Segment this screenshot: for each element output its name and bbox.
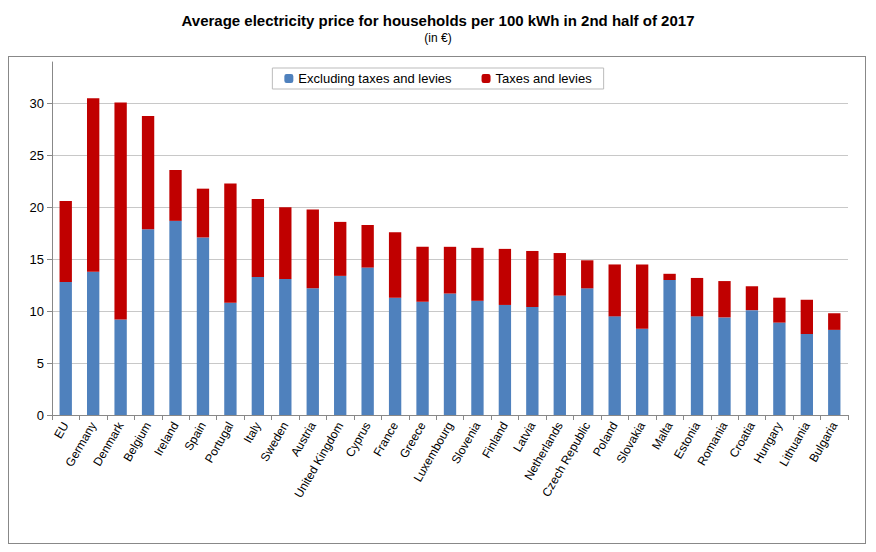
svg-text:Hungary: Hungary	[750, 419, 786, 466]
svg-text:25: 25	[30, 148, 44, 163]
svg-text:France: France	[370, 419, 402, 459]
svg-text:Slovenia: Slovenia	[448, 419, 483, 466]
svg-text:Bulgaria: Bulgaria	[806, 419, 840, 464]
svg-text:Cyprus: Cyprus	[343, 419, 374, 459]
svg-text:Portugal: Portugal	[202, 419, 236, 465]
svg-text:Taxes and levies: Taxes and levies	[496, 71, 593, 86]
svg-text:(in €): (in €)	[424, 31, 451, 45]
svg-text:Spain: Spain	[182, 419, 209, 453]
svg-text:Greece: Greece	[396, 419, 429, 461]
svg-text:Luxembourg: Luxembourg	[411, 419, 456, 484]
svg-text:Latvia: Latvia	[510, 419, 538, 454]
svg-text:5: 5	[37, 356, 44, 371]
svg-text:Netherlands: Netherlands	[521, 419, 566, 483]
svg-text:Sweden: Sweden	[258, 419, 292, 464]
svg-text:Czech Republic: Czech Republic	[539, 419, 593, 499]
svg-text:Croatia: Croatia	[726, 419, 758, 460]
svg-text:Denmark: Denmark	[90, 419, 127, 469]
svg-text:Finland: Finland	[479, 419, 511, 460]
svg-text:10: 10	[30, 304, 44, 319]
svg-text:EU: EU	[51, 419, 71, 440]
svg-text:20: 20	[30, 200, 44, 215]
svg-text:15: 15	[30, 252, 44, 267]
svg-text:Italy: Italy	[241, 419, 264, 445]
svg-text:Lithuania: Lithuania	[776, 419, 813, 468]
svg-text:Average electricity price for: Average electricity price for households…	[182, 12, 695, 29]
svg-text:Romania: Romania	[694, 419, 730, 468]
svg-text:Poland: Poland	[590, 419, 621, 459]
svg-text:Slovakia: Slovakia	[613, 419, 648, 466]
svg-text:0: 0	[37, 408, 44, 423]
svg-text:Ireland: Ireland	[151, 419, 181, 458]
svg-text:Belgium: Belgium	[120, 419, 154, 464]
svg-text:Estonia: Estonia	[671, 419, 704, 462]
svg-text:Malta: Malta	[649, 419, 676, 452]
svg-text:Austria: Austria	[288, 419, 319, 459]
svg-text:30: 30	[30, 96, 44, 111]
svg-text:Germany: Germany	[62, 419, 100, 470]
svg-text:Excluding taxes and levies: Excluding taxes and levies	[298, 71, 452, 86]
svg-text:United Kingdom: United Kingdom	[292, 419, 347, 500]
